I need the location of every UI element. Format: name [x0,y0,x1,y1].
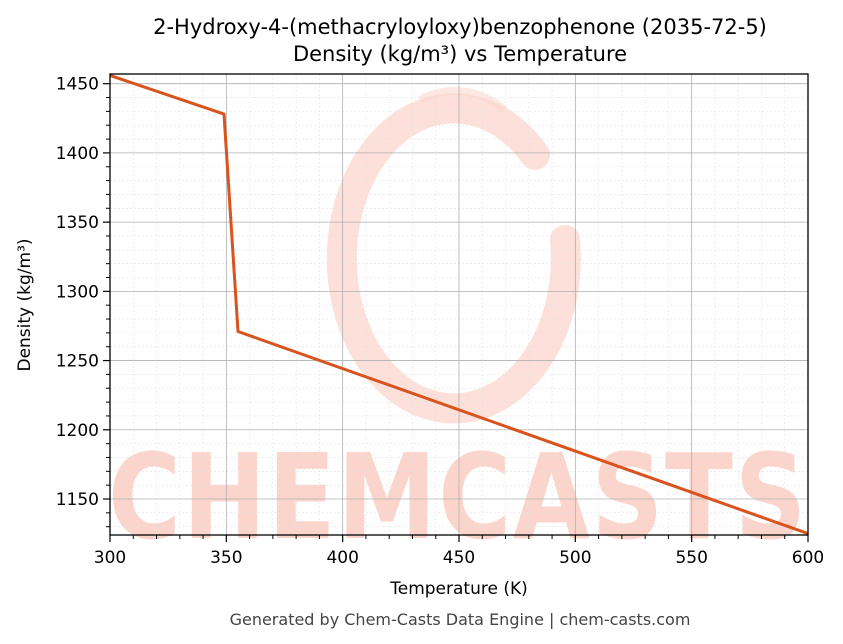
footer-credit: Generated by Chem-Casts Data Engine | ch… [230,610,691,629]
y-tick-label: 1200 [56,421,99,441]
chemcasts-watermark: CHEMCASTS [108,86,808,566]
x-tick-label: 450 [443,548,475,568]
watermark-logo-icon [326,86,581,424]
chart-subtitle: Density (kg/m³) vs Temperature [293,42,627,66]
x-tick-label: 400 [326,548,358,568]
axis-ticks [103,83,809,542]
x-axis-label: Temperature (K) [389,579,528,599]
series-layer [109,73,809,536]
major-gridlines [109,74,809,535]
x-tick-label: 500 [559,548,591,568]
y-tick-label: 1400 [56,144,99,164]
x-tick-label: 600 [792,548,824,568]
y-tick-label: 1150 [56,490,99,510]
x-tick-label: 350 [210,548,242,568]
y-axis-label: Density (kg/m³) [15,238,35,371]
y-tick-label: 1450 [56,75,99,95]
y-tick-label: 1250 [56,352,99,372]
y-tick-label: 1300 [56,282,99,302]
y-tick-label: 1350 [56,213,99,233]
chart-title: 2-Hydroxy-4-(methacryloyloxy)benzophenon… [153,15,767,39]
density-series-line [109,73,809,536]
watermark-text: CHEMCASTS [108,428,808,566]
x-tick-label: 300 [94,548,126,568]
axis-tick-labels: 300 350 400 450 500 550 600 1150 1200 1250 1300 135… [56,75,824,568]
x-tick-label: 550 [675,548,707,568]
